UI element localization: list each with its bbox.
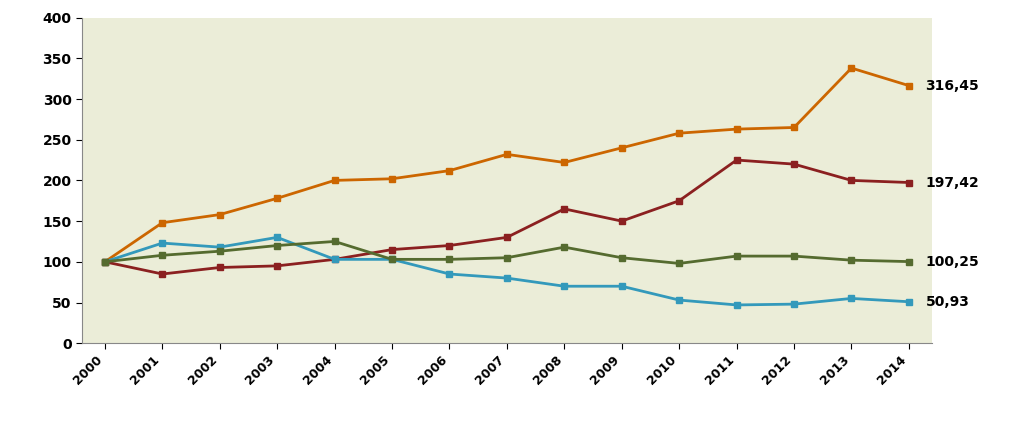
Text: 316,45: 316,45 xyxy=(926,79,979,92)
Text: 197,42: 197,42 xyxy=(926,176,979,190)
Text: 100,25: 100,25 xyxy=(926,255,979,268)
Text: 50,93: 50,93 xyxy=(926,295,970,309)
